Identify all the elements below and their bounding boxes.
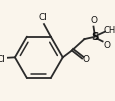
Text: O: O — [82, 55, 89, 64]
Text: CH₃: CH₃ — [102, 26, 115, 35]
Text: S: S — [90, 32, 98, 42]
Text: Cl: Cl — [0, 55, 5, 64]
Text: Cl: Cl — [38, 13, 47, 22]
Text: O: O — [89, 16, 96, 25]
Text: O: O — [102, 41, 109, 50]
